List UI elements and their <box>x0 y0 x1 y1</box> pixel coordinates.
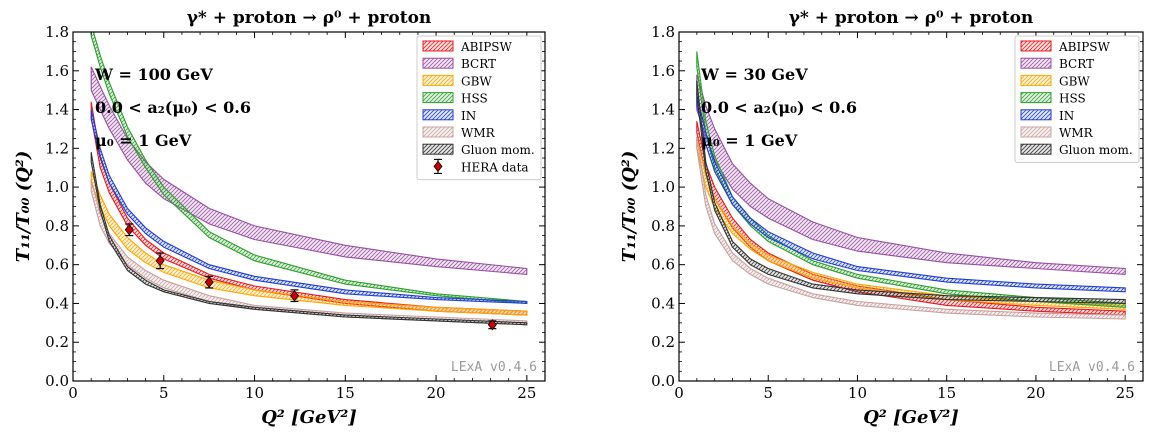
x-tick-label: 0 <box>674 384 684 402</box>
y-tick-label: 1.8 <box>651 23 675 41</box>
x-tick-label: 25 <box>517 384 536 402</box>
y-tick-label: 1.2 <box>45 139 69 157</box>
y-tick-label: 1.6 <box>651 62 675 80</box>
hera-data-point <box>124 223 134 237</box>
watermark: LExA v0.4.6 <box>451 360 537 375</box>
watermark: LExA v0.4.6 <box>1049 360 1135 375</box>
series-band-gbw <box>90 171 528 316</box>
y-tick-label: 0.2 <box>45 333 69 351</box>
x-tick-label: 5 <box>159 384 169 402</box>
y-tick-label: 1.6 <box>45 62 69 80</box>
legend-label: WMR <box>461 126 496 140</box>
annotation: 0.0 < a₂(μ₀) < 0.6 <box>701 98 857 117</box>
legend-swatch <box>422 74 454 86</box>
series-band-bcrt <box>696 74 1126 275</box>
chart-panel-1: 0 5 10 15 20 25 0.0 0.2 0.4 0.6 0.8 1.0 1.2 1.4 1.6 1.8… <box>13 8 546 428</box>
legend-label: IN <box>1059 109 1074 123</box>
y-tick-label: 1.4 <box>45 101 69 119</box>
annotation: W = 100 GeV <box>94 65 213 84</box>
legend-swatch <box>1020 143 1052 155</box>
legend-label: HERA data <box>461 160 529 174</box>
legend-label: WMR <box>1059 126 1094 140</box>
annotation: μ₀ = 1 GeV <box>701 131 798 150</box>
series-band-in <box>696 93 1126 293</box>
series-band-gluon-mom <box>90 152 528 326</box>
y-tick-label: 1.0 <box>651 178 675 196</box>
y-axis-label: T₁₁/T₀₀ (Q²) <box>619 151 640 263</box>
bands <box>696 51 1126 320</box>
legend-marker <box>433 160 443 173</box>
y-tick-label: 1.2 <box>651 139 675 157</box>
legend-label: BCRT <box>461 57 496 71</box>
series-band-in <box>90 109 528 304</box>
y-tick-label: 1.8 <box>45 23 69 41</box>
legend-swatch <box>1020 109 1052 121</box>
legend-swatch <box>422 92 454 104</box>
y-tick-label: 0.6 <box>45 256 69 274</box>
legend-swatch <box>1020 40 1052 52</box>
legend-swatch <box>422 143 454 155</box>
hera-data-point <box>289 289 299 303</box>
y-tick-label: 0.4 <box>651 294 675 312</box>
legend-swatch <box>1020 74 1052 86</box>
x-tick-label: 25 <box>1116 384 1135 402</box>
bands <box>90 32 528 326</box>
legend-label: GBW <box>461 74 492 88</box>
y-tick-label: 0.4 <box>45 294 69 312</box>
y-tick-label: 0.6 <box>651 256 675 274</box>
annotation: W = 30 GeV <box>700 65 808 84</box>
x-tick-label: 15 <box>336 384 355 402</box>
legend: ABIPSW BCRT GBW HSS IN WMR Gluon mom. <box>1014 35 1140 163</box>
chart-title: γ* + proton → ρ⁰ + proton <box>187 8 432 28</box>
legend-label: Gluon mom. <box>1059 143 1133 157</box>
series-band-gbw <box>696 136 1126 310</box>
legend-label: GBW <box>1059 74 1090 88</box>
legend-label: Gluon mom. <box>461 143 535 157</box>
y-tick-label: 0.8 <box>45 217 69 235</box>
legend-swatch <box>1020 126 1052 138</box>
legend-label: ABIPSW <box>1058 40 1111 54</box>
hera-data-point <box>155 252 165 270</box>
legend-label: IN <box>461 109 476 123</box>
x-axis-label: Q² [GeV²] <box>863 407 959 428</box>
legend-swatch <box>422 57 454 69</box>
hera-data-point <box>204 275 214 289</box>
legend-swatch <box>1020 57 1052 69</box>
y-tick-label: 0.0 <box>651 372 675 390</box>
x-tick-label: 15 <box>937 384 956 402</box>
y-tick-label: 1.0 <box>45 178 69 196</box>
chart-title: γ* + proton → ρ⁰ + proton <box>789 8 1034 28</box>
x-tick-label: 0 <box>68 384 78 402</box>
hera-data-point <box>487 319 497 331</box>
annotation: μ₀ = 1 GeV <box>95 131 192 150</box>
x-tick-label: 10 <box>848 384 867 402</box>
y-tick-label: 0.2 <box>651 333 675 351</box>
legend-label: HSS <box>1059 92 1086 106</box>
legend-swatch <box>422 126 454 138</box>
x-tick-label: 5 <box>763 384 773 402</box>
series-band-wmr <box>696 136 1126 320</box>
series-band-gluon-mom <box>696 80 1126 304</box>
y-axis-label: T₁₁/T₀₀ (Q²) <box>13 151 34 263</box>
legend-swatch <box>1020 92 1052 104</box>
x-tick-label: 10 <box>245 384 264 402</box>
legend-swatch <box>422 40 454 52</box>
x-tick-label: 20 <box>427 384 446 402</box>
legend-swatch <box>422 109 454 121</box>
y-tick-label: 0.0 <box>45 372 69 390</box>
x-tick-label: 20 <box>1026 384 1045 402</box>
legend-label: BCRT <box>1059 57 1094 71</box>
legend: ABIPSW BCRT GBW HSS IN WMR Gluon mom. HERA data <box>416 35 542 181</box>
legend-label: HSS <box>461 92 488 106</box>
annotation: 0.0 < a₂(μ₀) < 0.6 <box>95 98 251 117</box>
legend-label: ABIPSW <box>460 40 513 54</box>
chart-panel-2: 0 5 10 15 20 25 0.0 0.2 0.4 0.6 0.8 1.0 1.2 1.4 1.6 1.8… <box>619 8 1144 428</box>
y-tick-label: 0.8 <box>651 217 675 235</box>
x-axis-label: Q² [GeV²] <box>261 407 357 428</box>
y-tick-label: 1.4 <box>651 101 675 119</box>
